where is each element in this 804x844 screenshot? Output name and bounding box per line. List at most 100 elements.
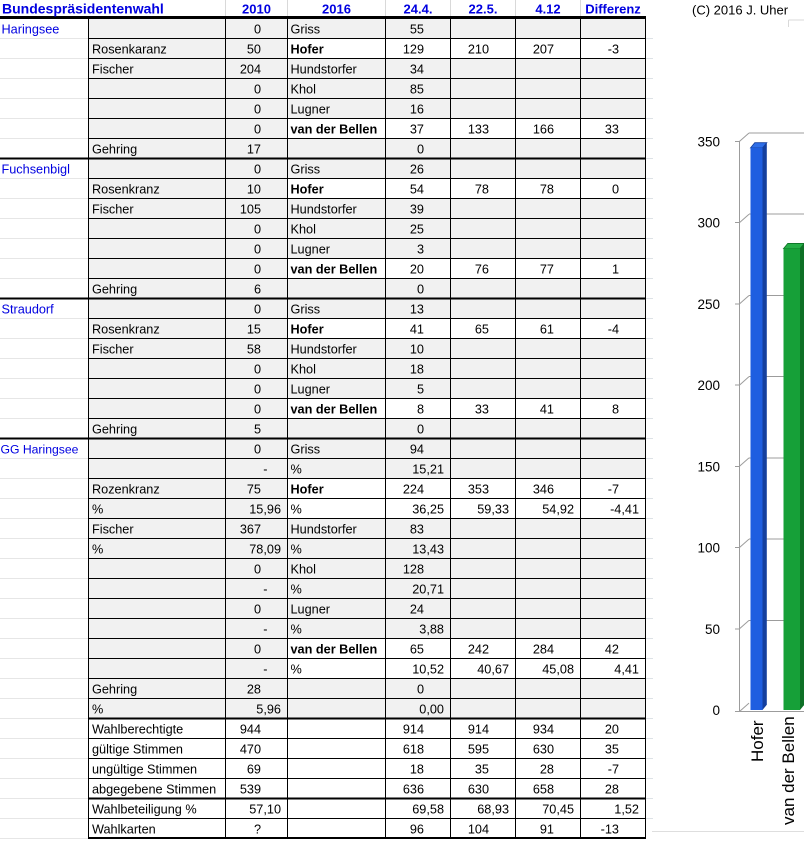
svg-text:%: % bbox=[291, 582, 302, 596]
svg-text:0: 0 bbox=[612, 182, 619, 196]
svg-text:%: % bbox=[291, 462, 302, 476]
svg-text:Fischer: Fischer bbox=[92, 62, 134, 76]
svg-text:37: 37 bbox=[410, 122, 424, 136]
svg-text:0: 0 bbox=[254, 22, 261, 36]
svg-text:ungültige Stimmen: ungültige Stimmen bbox=[92, 762, 197, 776]
svg-text:20: 20 bbox=[410, 262, 424, 276]
svg-text:Wahlberechtigte: Wahlberechtigte bbox=[92, 722, 183, 736]
svg-text:58: 58 bbox=[247, 342, 261, 356]
svg-text:618: 618 bbox=[403, 742, 424, 756]
svg-text:van der Bellen: van der Bellen bbox=[291, 262, 378, 276]
svg-text:0: 0 bbox=[254, 82, 261, 96]
svg-text:Griss: Griss bbox=[291, 302, 321, 316]
svg-text:166: 166 bbox=[533, 122, 554, 136]
svg-text:41: 41 bbox=[410, 322, 424, 336]
svg-text:595: 595 bbox=[468, 742, 489, 756]
svg-text:-4,41: -4,41 bbox=[610, 502, 639, 516]
svg-text:470: 470 bbox=[240, 742, 261, 756]
svg-text:Hundstorfer: Hundstorfer bbox=[291, 522, 358, 536]
svg-text:17: 17 bbox=[247, 142, 261, 156]
svg-text:45,08: 45,08 bbox=[542, 662, 574, 676]
svg-text:-: - bbox=[263, 462, 267, 476]
svg-text:65: 65 bbox=[410, 642, 424, 656]
svg-text:13: 13 bbox=[410, 302, 424, 316]
svg-text:Rosenkranz: Rosenkranz bbox=[92, 322, 160, 336]
svg-text:Hofer: Hofer bbox=[291, 182, 324, 196]
svg-text:0: 0 bbox=[712, 703, 720, 718]
svg-text:96: 96 bbox=[410, 822, 424, 836]
svg-text:?: ? bbox=[254, 822, 261, 836]
svg-text:300: 300 bbox=[697, 216, 720, 231]
svg-text:78,09: 78,09 bbox=[249, 542, 281, 556]
svg-text:Griss: Griss bbox=[291, 442, 321, 456]
svg-text:242: 242 bbox=[468, 642, 489, 656]
svg-text:68,93: 68,93 bbox=[477, 802, 509, 816]
svg-text:-: - bbox=[263, 582, 267, 596]
svg-text:Lugner: Lugner bbox=[291, 602, 331, 616]
svg-text:50: 50 bbox=[247, 42, 261, 56]
svg-text:GG Haringsee: GG Haringsee bbox=[1, 442, 79, 456]
svg-text:Hofer: Hofer bbox=[291, 482, 324, 496]
svg-text:5: 5 bbox=[254, 422, 261, 436]
svg-text:35: 35 bbox=[475, 762, 489, 776]
svg-text:25: 25 bbox=[410, 222, 424, 236]
svg-text:-3: -3 bbox=[608, 42, 619, 56]
svg-text:abgegebene Stimmen: abgegebene Stimmen bbox=[92, 782, 216, 796]
svg-text:104: 104 bbox=[468, 822, 489, 836]
svg-text:40,67: 40,67 bbox=[477, 662, 509, 676]
svg-text:Gehring: Gehring bbox=[92, 682, 137, 696]
svg-text:150: 150 bbox=[697, 459, 720, 474]
svg-text:39: 39 bbox=[410, 202, 424, 216]
svg-text:934: 934 bbox=[533, 722, 554, 736]
svg-text:76: 76 bbox=[475, 262, 489, 276]
svg-text:105: 105 bbox=[240, 202, 261, 216]
svg-text:0: 0 bbox=[417, 682, 424, 696]
svg-text:69: 69 bbox=[247, 762, 261, 776]
svg-text:5,96: 5,96 bbox=[256, 702, 281, 716]
svg-text:%: % bbox=[92, 542, 103, 556]
svg-text:2010: 2010 bbox=[242, 2, 271, 17]
svg-text:0: 0 bbox=[254, 642, 261, 656]
svg-text:78: 78 bbox=[540, 182, 554, 196]
svg-text:van der Bellen: van der Bellen bbox=[291, 122, 378, 136]
svg-text:41: 41 bbox=[540, 402, 554, 416]
svg-text:Rosenkaranz: Rosenkaranz bbox=[92, 42, 167, 56]
svg-text:0: 0 bbox=[254, 602, 261, 616]
svg-text:1: 1 bbox=[612, 262, 619, 276]
svg-text:0: 0 bbox=[254, 362, 261, 376]
svg-text:353: 353 bbox=[468, 482, 489, 496]
svg-text:54,92: 54,92 bbox=[542, 502, 574, 516]
svg-text:55: 55 bbox=[410, 22, 424, 36]
svg-text:284: 284 bbox=[533, 642, 554, 656]
svg-text:16: 16 bbox=[410, 102, 424, 116]
svg-text:Lugner: Lugner bbox=[291, 242, 331, 256]
svg-text:658: 658 bbox=[533, 782, 554, 796]
svg-text:0: 0 bbox=[254, 262, 261, 276]
svg-text:83: 83 bbox=[410, 522, 424, 536]
svg-text:20,71: 20,71 bbox=[412, 582, 444, 596]
svg-text:33: 33 bbox=[475, 402, 489, 416]
svg-text:Hofer: Hofer bbox=[291, 42, 324, 56]
svg-text:Straudorf: Straudorf bbox=[2, 302, 55, 316]
svg-text:Hofer: Hofer bbox=[291, 322, 324, 336]
svg-text:0: 0 bbox=[254, 222, 261, 236]
svg-text:%: % bbox=[291, 622, 302, 636]
svg-text:Khol: Khol bbox=[291, 222, 316, 236]
svg-text:van der Bellen: van der Bellen bbox=[291, 642, 378, 656]
svg-text:Khol: Khol bbox=[291, 82, 316, 96]
svg-text:-7: -7 bbox=[608, 762, 619, 776]
svg-text:77: 77 bbox=[540, 262, 554, 276]
svg-text:61: 61 bbox=[540, 322, 554, 336]
svg-text:22.5.: 22.5. bbox=[469, 2, 498, 17]
svg-text:Rosenkranz: Rosenkranz bbox=[92, 182, 160, 196]
svg-text:Griss: Griss bbox=[291, 162, 321, 176]
svg-text:Wahlbeteiligung %: Wahlbeteiligung % bbox=[92, 802, 197, 816]
svg-text:100: 100 bbox=[697, 541, 720, 556]
svg-text:210: 210 bbox=[468, 42, 489, 56]
svg-text:Gehring: Gehring bbox=[92, 422, 137, 436]
svg-text:50: 50 bbox=[705, 622, 720, 637]
svg-text:4,41: 4,41 bbox=[614, 662, 639, 676]
svg-text:Gehring: Gehring bbox=[92, 142, 137, 156]
svg-text:Differenz: Differenz bbox=[585, 2, 641, 17]
svg-text:0: 0 bbox=[254, 402, 261, 416]
